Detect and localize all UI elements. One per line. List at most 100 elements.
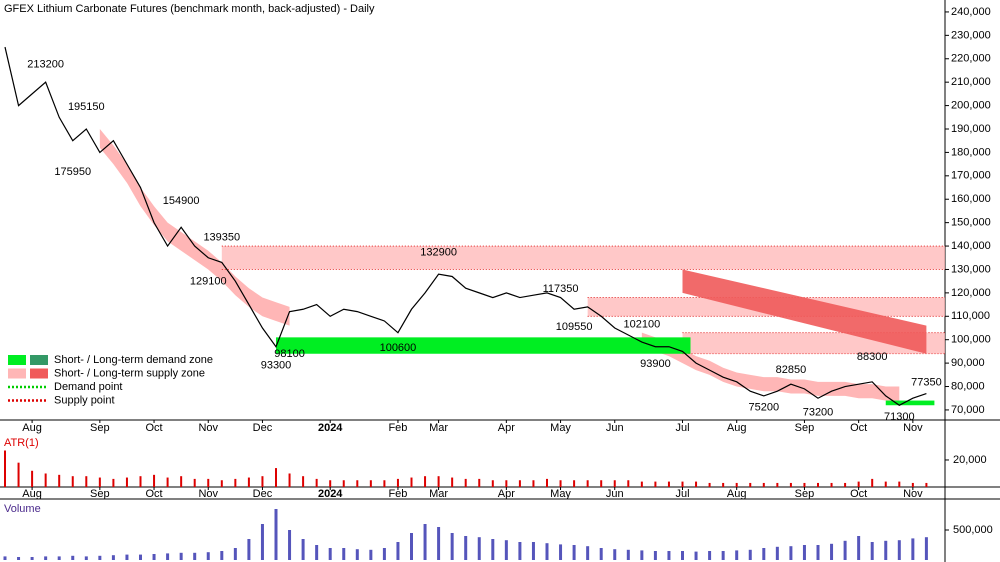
volume-bar — [410, 533, 413, 560]
volume-bar — [491, 539, 495, 560]
atr-bar — [546, 478, 548, 487]
atr-bar — [776, 482, 779, 487]
volume-bar — [139, 554, 142, 560]
volume-bar — [450, 533, 454, 560]
atr-bar — [58, 474, 61, 487]
volume-bar — [708, 551, 712, 560]
volume-bar — [315, 545, 319, 560]
atr-bar — [613, 480, 616, 487]
volume-bar — [111, 555, 115, 560]
volume-bar — [694, 551, 698, 560]
volume-bar — [802, 545, 806, 560]
x-tick-label: Dec — [253, 488, 273, 500]
chart-title: GFEX Lithium Carbonate Futures (benchmar… — [4, 3, 375, 15]
x-tick-label: Feb — [388, 422, 407, 434]
volume-bar — [681, 551, 684, 560]
volume-bar — [193, 552, 197, 560]
atr-title: ATR(1) — [4, 437, 39, 449]
volume-bar — [911, 538, 915, 560]
y-tick-label: 160,000 — [951, 193, 991, 205]
volume-title: Volume — [4, 503, 41, 515]
atr-bar — [532, 480, 535, 487]
x-tick-label: May — [550, 422, 571, 434]
volume-bar — [735, 550, 739, 560]
atr-bar — [559, 480, 562, 487]
volume-bar — [640, 550, 644, 560]
price-annotation: 73200 — [803, 406, 834, 418]
volume-bar — [423, 524, 427, 560]
atr-bar — [695, 481, 698, 487]
x-tick-label: Nov — [903, 422, 923, 434]
volume-bar — [830, 543, 834, 560]
volume-bar — [897, 540, 901, 560]
volume-bar — [220, 551, 224, 560]
volume-bar — [559, 544, 563, 560]
volume-bar — [464, 536, 468, 560]
x-tick-label: Dec — [253, 422, 273, 434]
atr-bar — [681, 481, 684, 487]
x-tick-label: Sep — [90, 488, 110, 500]
atr-bar — [464, 478, 467, 487]
legend-swatch — [30, 355, 48, 365]
volume-bar — [884, 540, 888, 560]
price-annotation: 93900 — [640, 358, 671, 370]
volume-bar — [545, 543, 549, 560]
atr-bar — [451, 477, 454, 487]
volume-bar — [721, 551, 725, 560]
atr-bar — [383, 480, 386, 487]
volume-bar — [260, 524, 264, 560]
atr-bar — [898, 481, 901, 487]
volume-bar — [477, 537, 481, 560]
supply-zone — [221, 246, 946, 270]
x-tick-label: Feb — [388, 488, 407, 500]
atr-bar — [247, 477, 250, 487]
volume-bar — [179, 552, 183, 560]
atr-bar — [369, 480, 372, 487]
atr-bar — [112, 478, 115, 487]
atr-bar — [356, 480, 359, 487]
atr-bar — [437, 476, 440, 487]
volume-bar — [843, 540, 847, 560]
x-tick-label: Nov — [198, 422, 218, 434]
y-tick-label: 240,000 — [951, 6, 991, 18]
y-tick-label: 220,000 — [951, 53, 991, 65]
price-line — [4, 46, 927, 406]
volume-bar — [857, 536, 861, 560]
price-annotation: 88300 — [857, 351, 888, 363]
x-tick-label: Mar — [429, 422, 448, 434]
atr-bar — [667, 481, 670, 487]
y-tick-label: 110,000 — [951, 310, 990, 322]
volume-bar — [572, 545, 576, 560]
x-tick-label: Oct — [850, 422, 867, 434]
legend-swatch — [8, 368, 26, 379]
volume-bar — [789, 546, 793, 560]
volume-bar — [84, 556, 88, 560]
x-tick-label: Jul — [675, 422, 689, 434]
price-annotation: 195150 — [68, 101, 105, 113]
atr-bar — [261, 476, 264, 487]
volume-bar — [762, 548, 766, 560]
volume-bar — [30, 557, 34, 560]
atr-bar — [586, 480, 589, 487]
x-tick-label: Apr — [498, 422, 515, 434]
y-tick-label: 230,000 — [951, 29, 991, 41]
atr-bar — [302, 476, 305, 487]
atr-bar — [17, 462, 20, 487]
atr-bar — [762, 482, 765, 487]
volume-bar — [301, 539, 305, 560]
atr-bar — [708, 482, 711, 487]
legend-label: Short- / Long-term supply zone — [54, 367, 205, 379]
x-tick-label: Jun — [606, 488, 624, 500]
atr-bar — [125, 477, 128, 487]
atr-bar — [85, 476, 88, 487]
volume-bar — [98, 555, 102, 560]
volume-bar — [166, 553, 170, 560]
x-tick-label: May — [550, 488, 571, 500]
atr-bar — [884, 481, 887, 487]
atr-bar — [315, 478, 318, 487]
price-annotation: 102100 — [623, 319, 660, 331]
x-tick-label: Sep — [795, 488, 815, 500]
atr-bar — [31, 470, 34, 487]
price-annotation: 93300 — [261, 359, 292, 371]
atr-bar — [857, 481, 860, 487]
